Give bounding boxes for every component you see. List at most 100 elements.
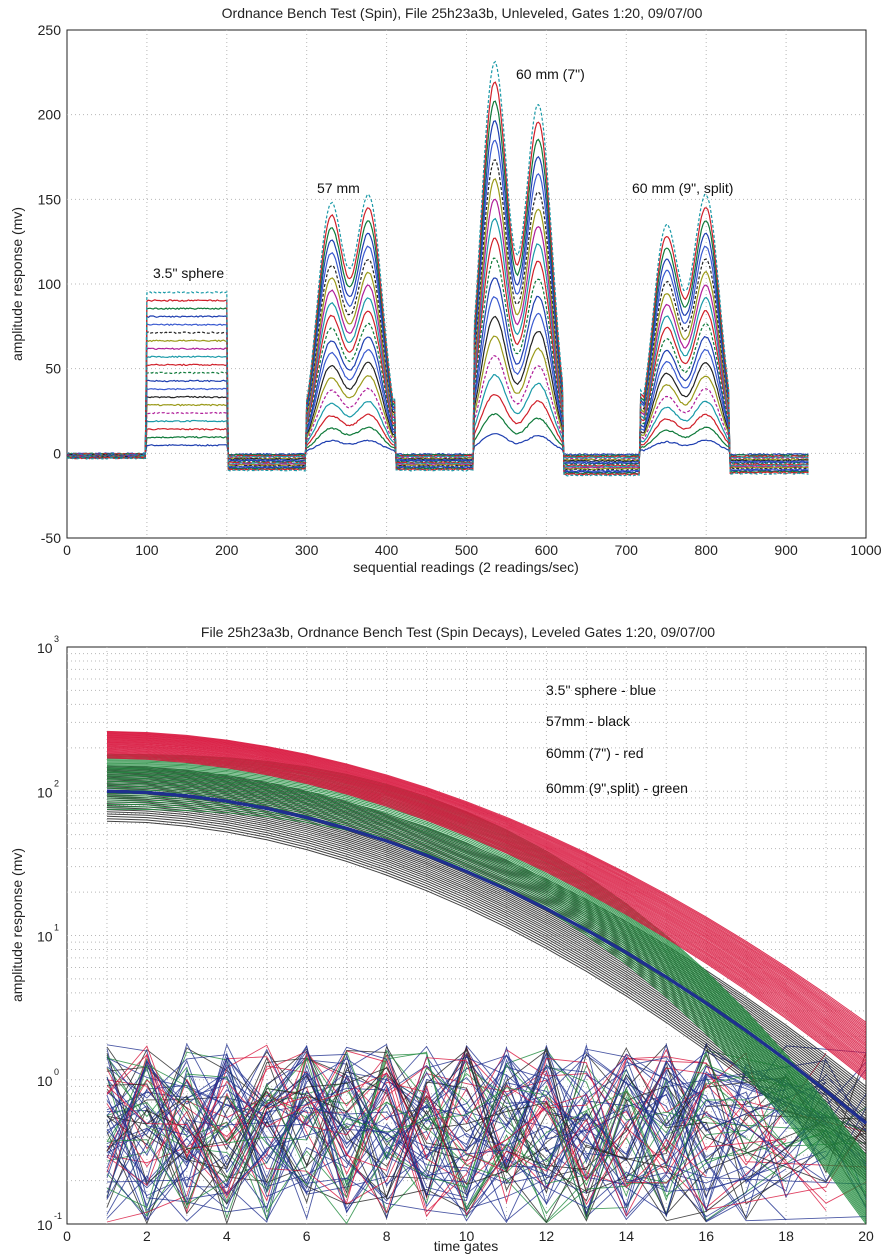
top-x-tick-label: 0 <box>63 542 71 558</box>
top-x-tick-label: 1000 <box>850 542 881 558</box>
bottom-x-tick-label: 18 <box>778 1228 794 1244</box>
top-y-tick-label: -50 <box>41 530 61 546</box>
bottom-decay-line <box>106 733 867 1030</box>
bottom-x-ticks: 0 2 4 6 8 10 12 14 16 18 20 <box>63 1228 874 1244</box>
top-y-tick-label: 200 <box>38 107 62 123</box>
bottom-decay-line <box>106 801 867 1219</box>
bottom-decay-line <box>106 738 867 1043</box>
bottom-y-tick-base: 10 <box>37 1073 53 1089</box>
bottom-y-axis-label: amplitude response (mv) <box>9 848 25 1002</box>
bottom-decay-line <box>106 808 867 1225</box>
bottom-noise-line <box>106 1052 787 1204</box>
bottom-decay-line <box>106 752 867 1071</box>
bottom-decay-line <box>106 750 867 1067</box>
bottom-x-tick-label: 2 <box>143 1228 151 1244</box>
bottom-decay-line <box>106 784 867 1201</box>
bottom-x-tick-label: 10 <box>459 1228 475 1244</box>
top-annotations: 3.5" sphere 57 mm 60 mm (7") 60 mm (9", … <box>153 66 733 281</box>
bottom-noise-line <box>106 1043 787 1222</box>
bottom-decay-line <box>106 757 867 1081</box>
bottom-decay-line <box>106 774 867 1189</box>
bottom-decay-line <box>106 730 867 1023</box>
bottom-noise-line <box>106 1055 827 1210</box>
top-x-tick-label: 600 <box>535 542 559 558</box>
bottom-decay-line <box>106 731 867 1025</box>
legend-57mm: 57mm - black <box>546 713 631 729</box>
top-x-tick-label: 300 <box>295 542 319 558</box>
bottom-decay-line <box>106 820 867 1181</box>
bottom-noise-line <box>106 1059 827 1208</box>
bottom-decay-line <box>106 748 867 1064</box>
bottom-decay-line <box>106 815 867 1176</box>
annotation-sphere: 3.5" sphere <box>153 265 224 281</box>
bottom-decay-line <box>106 776 867 1191</box>
bottom-decay-line <box>106 741 867 1050</box>
bottom-decay-line <box>106 740 867 1046</box>
bottom-decay-line <box>106 779 867 1195</box>
bottom-noise-line <box>106 1053 787 1222</box>
bottom-decay-line <box>106 743 867 1053</box>
bottom-decay-lines <box>106 730 867 1225</box>
bottom-decay-line <box>106 732 867 1027</box>
bottom-decay-line <box>106 736 867 1038</box>
top-series-line <box>66 60 809 477</box>
legend-sphere: 3.5" sphere - blue <box>546 682 656 698</box>
bottom-decay-line <box>106 818 867 1179</box>
bottom-decay-line <box>106 756 867 1079</box>
top-series-lines <box>66 60 809 477</box>
bottom-noise-line <box>106 1053 867 1218</box>
top-series-line <box>66 178 809 471</box>
top-x-tick-label: 500 <box>455 542 479 558</box>
bottom-decay-line <box>106 782 867 1199</box>
bottom-noise-line <box>106 1050 787 1198</box>
bottom-noise-line <box>106 1051 867 1220</box>
bottom-y-tick-exp: 2 <box>54 778 59 788</box>
bottom-x-tick-label: 12 <box>539 1228 555 1244</box>
bottom-decay-line <box>106 791 867 1209</box>
bottom-noise-line <box>106 1048 867 1196</box>
legend-60mm-9in: 60mm (9",split) - green <box>546 780 688 796</box>
bottom-decay-line <box>106 747 867 1061</box>
top-x-tick-label: 200 <box>215 542 239 558</box>
bottom-chart: File 25h23a3b, Ordnance Bench Test (Spin… <box>9 624 874 1254</box>
top-series-line <box>66 198 809 470</box>
top-x-tick-label: 800 <box>695 542 719 558</box>
top-chart-title: Ordnance Bench Test (Spin), File 25h23a3… <box>222 5 703 21</box>
top-series-line <box>66 354 809 461</box>
bottom-decay-line <box>106 736 867 1036</box>
bottom-decay-line <box>106 749 867 1066</box>
bottom-decay-line <box>106 745 867 1058</box>
bottom-decay-line <box>106 789 867 1207</box>
bottom-y-tick-exp: 1 <box>54 923 59 933</box>
bottom-noise-line <box>106 1057 787 1225</box>
top-y-tick-label: 50 <box>45 361 61 377</box>
annotation-60mm-7in: 60 mm (7") <box>516 66 585 82</box>
bottom-decay-line <box>106 777 867 1193</box>
top-y-tick-label: 0 <box>53 445 61 461</box>
bottom-decay-line <box>106 743 867 1054</box>
bottom-decay-line <box>106 742 867 1051</box>
bottom-noise-line <box>106 1042 867 1215</box>
annotation-60mm-9in: 60 mm (9", split) <box>632 180 733 196</box>
bottom-y-tick-exp: 0 <box>54 1067 59 1077</box>
bottom-noise-line <box>106 1066 707 1222</box>
bottom-noise-line <box>106 1045 867 1224</box>
bottom-decay-line <box>106 799 867 1217</box>
top-grid <box>67 30 866 538</box>
bottom-y-tick-base: 10 <box>37 929 53 945</box>
top-y-ticks: -50 0 50 100 150 200 250 <box>38 22 62 546</box>
bottom-noise-line <box>106 1044 827 1200</box>
bottom-noise-line <box>106 1079 867 1218</box>
bottom-decay-line <box>106 780 867 1197</box>
bottom-decay-line <box>106 787 867 1205</box>
top-series-line <box>67 296 809 464</box>
bottom-decay-line <box>106 754 867 1076</box>
top-chart: Ordnance Bench Test (Spin), File 25h23a3… <box>9 5 882 575</box>
bottom-decay-line <box>106 804 867 1221</box>
bottom-noise-line <box>106 1084 707 1217</box>
bottom-noise-line <box>106 1045 867 1199</box>
top-y-tick-label: 100 <box>38 276 62 292</box>
top-x-axis-label: sequential readings (2 readings/sec) <box>353 559 579 575</box>
